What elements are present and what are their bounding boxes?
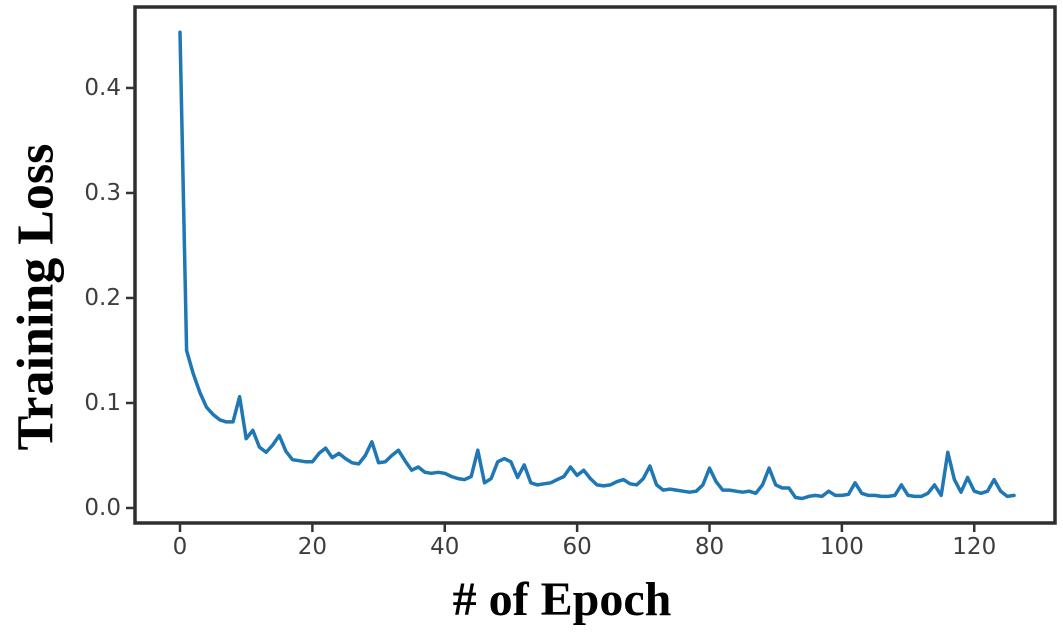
training-loss-line (178, 30, 1016, 501)
x-tick-label: 100 (820, 534, 864, 560)
axes-frame (133, 5, 1057, 525)
x-tick-label: 120 (952, 534, 996, 560)
x-tick-label: 60 (562, 534, 591, 560)
y-tick-label: 0.4 (84, 75, 121, 101)
y-tick-label: 0.0 (84, 495, 121, 521)
x-tick-label: 80 (695, 534, 724, 560)
y-tick-label: 0.1 (84, 390, 121, 416)
y-axis-label: Training Loss (7, 143, 65, 451)
x-tick-label: 40 (430, 534, 459, 560)
x-tick-label: 0 (173, 534, 188, 560)
y-tick-label: 0.2 (84, 285, 121, 311)
x-tick-label: 20 (298, 534, 327, 560)
x-axis-label: # of Epoch (452, 573, 672, 626)
y-tick-label: 0.3 (84, 180, 121, 206)
